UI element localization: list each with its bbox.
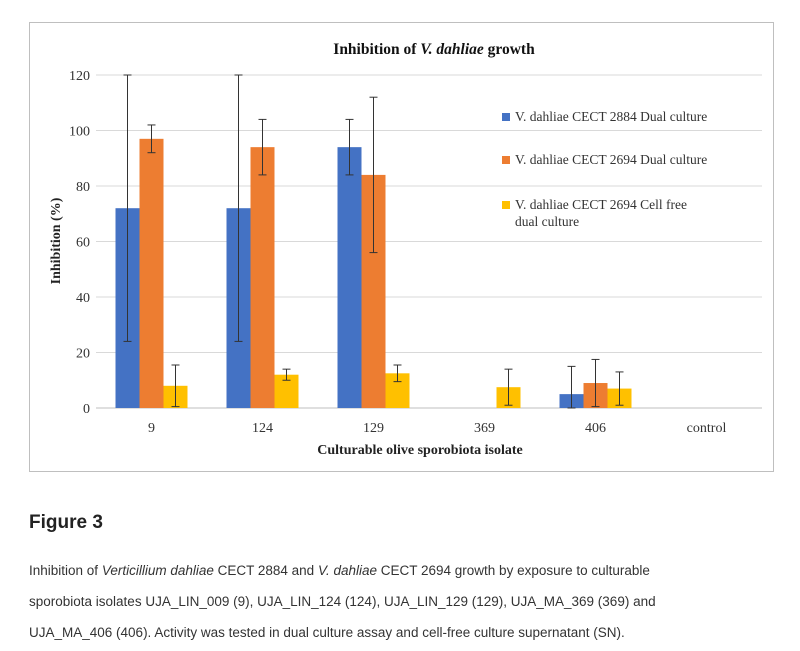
x-tick-label: 129: [363, 421, 384, 436]
legend-swatch: [502, 201, 510, 209]
y-tick-label: 100: [69, 125, 90, 140]
y-axis-title: Inhibition (%): [49, 197, 64, 284]
caption-text: CECT 2884 and: [213, 563, 318, 578]
y-tick-label: 120: [69, 69, 90, 84]
caption-text: UJA_MA_406 (406). Activity was tested in…: [29, 625, 625, 640]
caption-text: Verticillium dahliae: [101, 563, 214, 578]
caption-line: sporobiota isolates UJA_LIN_009 (9), UJA…: [29, 586, 774, 617]
chart-title-part: growth: [484, 41, 535, 58]
caption-text: Inhibition of: [29, 563, 102, 578]
x-axis-title: Culturable olive sporobiota isolate: [317, 443, 522, 458]
figure-label: Figure 3: [29, 512, 103, 533]
chart-title-part: Inhibition of: [333, 41, 420, 58]
legend-swatch: [502, 113, 510, 121]
x-tick-label: control: [687, 421, 727, 436]
caption-text: sporobiota isolates UJA_LIN_009 (9), UJA…: [29, 594, 656, 609]
y-tick-label: 40: [76, 291, 90, 306]
x-tick-label: 9: [148, 421, 155, 436]
legend-swatch: [502, 156, 510, 164]
chart-title-part: V. dahliae: [420, 41, 484, 58]
y-tick-label: 80: [76, 180, 90, 195]
legend-entry: V. dahliae CECT 2694 Cell free: [515, 197, 687, 212]
caption-text: V. dahliae: [317, 563, 377, 578]
x-tick-label: 406: [585, 421, 606, 436]
caption-text: CECT 2694 growth by exposure to culturab…: [377, 563, 650, 578]
legend-entry: V. dahliae CECT 2884 Dual culture: [515, 109, 707, 124]
caption-line: UJA_MA_406 (406). Activity was tested in…: [29, 617, 774, 648]
y-tick-label: 20: [76, 347, 90, 362]
chart-title: Inhibition of V. dahliae growth: [333, 41, 535, 58]
legend-entry: V. dahliae CECT 2694 Dual culture: [515, 152, 707, 167]
y-tick-label: 60: [76, 236, 90, 251]
bar: [337, 147, 362, 408]
chart-frame: 0 20 40 60 80 100 120 9 124 129 369 406 control Inhib…: [29, 22, 774, 472]
inhibition-bar-chart: 0 20 40 60 80 100 120 9 124 129 369 406 control Inhib…: [49, 41, 762, 458]
bar: [250, 147, 275, 408]
legend-entry: dual culture: [515, 214, 579, 229]
x-tick-label: 369: [474, 421, 495, 436]
x-tick-label: 124: [252, 421, 273, 436]
bar: [139, 138, 164, 408]
caption-line: Inhibition of Verticillium dahliae CECT …: [29, 555, 774, 586]
y-tick-label: 0: [83, 402, 90, 417]
figure-caption: Inhibition of Verticillium dahliae CECT …: [29, 555, 774, 648]
